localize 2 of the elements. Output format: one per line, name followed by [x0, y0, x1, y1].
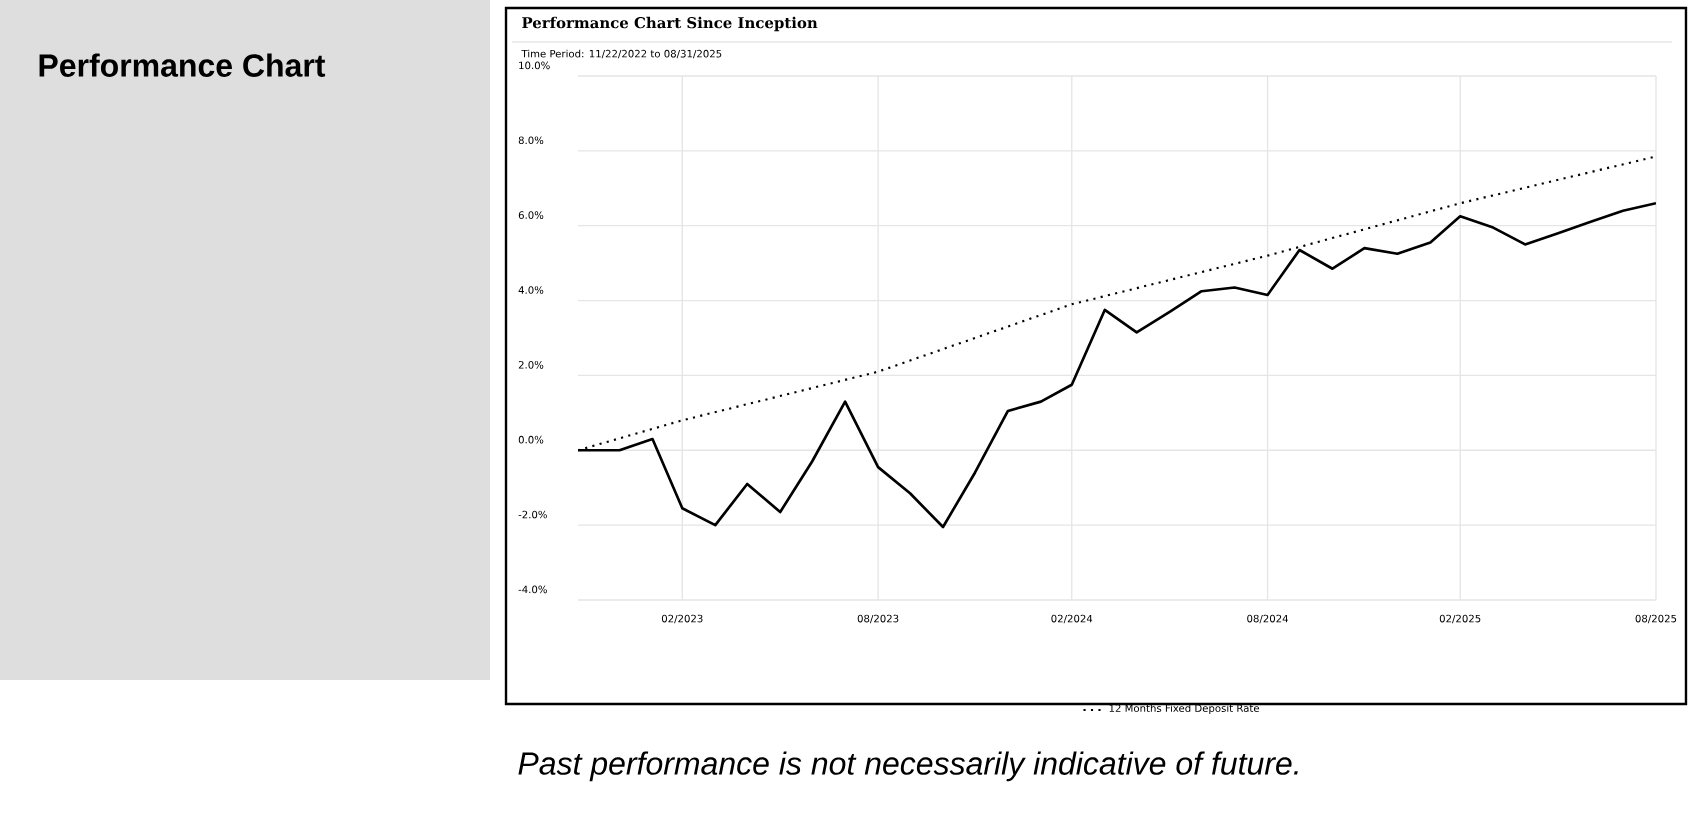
text: Past performance is not necessarily indicative of future. [518, 751, 1298, 782]
text: Performance Chart [39, 53, 326, 77]
